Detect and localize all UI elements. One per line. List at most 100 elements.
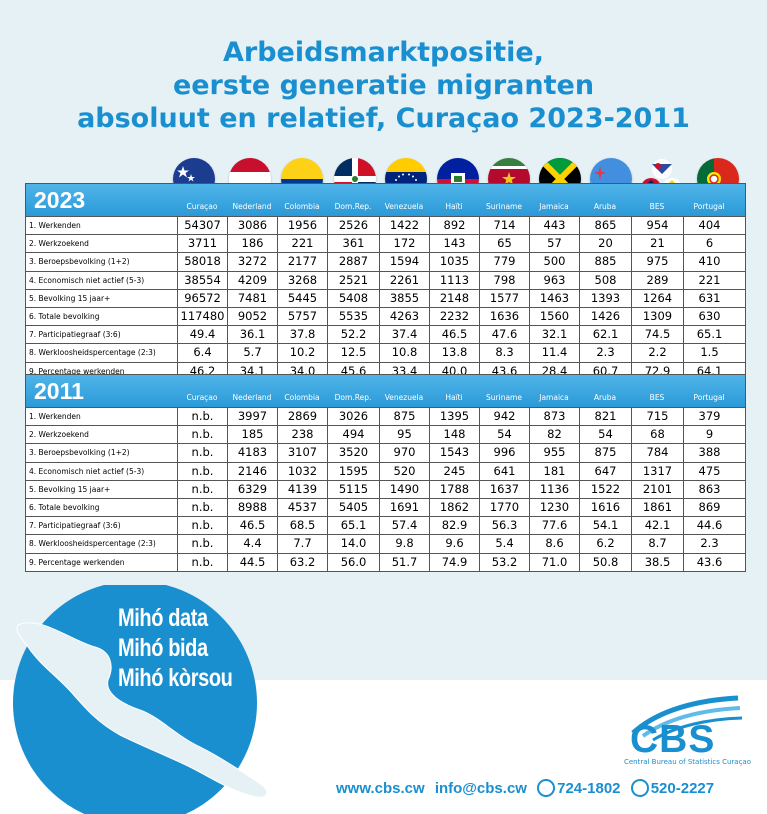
- table-cell: 1543: [429, 444, 479, 462]
- table-cell: n.b.: [177, 517, 227, 535]
- column-header: Suriname: [486, 202, 522, 211]
- column-header: Dom.Rep.: [334, 202, 372, 211]
- column-header: Nederland: [232, 202, 272, 211]
- table-cell: 65.1: [327, 517, 379, 535]
- table-cell: 379: [683, 408, 735, 426]
- table-cell: 1393: [579, 289, 631, 307]
- table-cell: 508: [579, 271, 631, 289]
- slogan-line-2: Mihó bida: [118, 634, 208, 662]
- column-header: Portugal: [693, 202, 725, 211]
- table-cell: 54: [579, 426, 631, 444]
- table-cell: 50.8: [579, 553, 631, 571]
- table-cell: 869: [683, 498, 735, 517]
- website-link[interactable]: www.cbs.cw: [336, 780, 425, 797]
- email-link[interactable]: info@cbs.cw: [434, 780, 527, 797]
- row-label: 4. Economisch niet actief (5-3): [29, 466, 145, 476]
- table-cell: 12.5: [327, 344, 379, 362]
- table-cell: n.b.: [177, 535, 227, 553]
- table-cell: 3272: [227, 253, 277, 271]
- table-cell: 975: [631, 253, 683, 271]
- table-year: 2023: [34, 187, 86, 213]
- column-header: Jamaica: [539, 393, 569, 402]
- table-cell: 3026: [327, 408, 379, 426]
- table-cell: 117480: [177, 307, 227, 326]
- table-cell: n.b.: [177, 480, 227, 498]
- whatsapp-icon: [630, 779, 649, 798]
- table-cell: 71.0: [529, 553, 579, 571]
- table-cell: 1577: [479, 289, 529, 307]
- table-cell: 36.1: [227, 326, 277, 344]
- table-cell: 3107: [277, 444, 327, 462]
- table-cell: 62.1: [579, 326, 631, 344]
- table-cell: 500: [529, 253, 579, 271]
- table-cell: 21: [631, 235, 683, 253]
- table-cell: 5405: [327, 498, 379, 517]
- table-row: 5. Bevolking 15 jaar+ n.b. 6329 4139 5115 149…: [26, 479, 745, 498]
- table-cell: 1490: [379, 480, 429, 498]
- table-cell: 520: [379, 462, 429, 480]
- table-cell: 54.1: [579, 517, 631, 535]
- table-cell: 714: [479, 217, 529, 235]
- table-cell: 630: [683, 307, 735, 326]
- table-row: 2. Werkzoekend n.b. 185 238 494 95 148 54 82 54 68…: [26, 425, 745, 444]
- table-cell: 43.6: [683, 553, 735, 571]
- column-header: Colombia: [284, 202, 320, 211]
- table-cell: 10.8: [379, 344, 429, 362]
- table-row: 9. Percentage werkenden n.b. 44.5 63.2 56.0 5…: [26, 552, 745, 571]
- row-label: 5. Bevolking 15 jaar+: [29, 293, 111, 303]
- table-cell: 388: [683, 444, 735, 462]
- table-cell: 873: [529, 408, 579, 426]
- table-cell: 51.7: [379, 553, 429, 571]
- table-cell: 32.1: [529, 326, 579, 344]
- table-cell: 2887: [327, 253, 379, 271]
- table-cell: 1317: [631, 462, 683, 480]
- phone-2[interactable]: 520-2227: [630, 779, 714, 798]
- table-cell: 1.5: [683, 344, 735, 362]
- table-cell: 82: [529, 426, 579, 444]
- table-cell: 865: [579, 217, 631, 235]
- table-cell: 2869: [277, 408, 327, 426]
- table-cell: 784: [631, 444, 683, 462]
- table-cell: 221: [683, 271, 735, 289]
- table-cell: 410: [683, 253, 735, 271]
- table-cell: 37.4: [379, 326, 429, 344]
- table-cell: 1788: [429, 480, 479, 498]
- table-cell: 715: [631, 408, 683, 426]
- table-cell: 1422: [379, 217, 429, 235]
- table-row: 4. Economisch niet actief (5-3) 38554 4209…: [26, 270, 745, 289]
- table-cell: 2521: [327, 271, 379, 289]
- table-cell: 181: [529, 462, 579, 480]
- table-cell: 8988: [227, 498, 277, 517]
- table-cell: 5408: [327, 289, 379, 307]
- table-cell: 1309: [631, 307, 683, 326]
- table-cell: 46.5: [227, 517, 277, 535]
- table-cell: 54307: [177, 217, 227, 235]
- phone-1[interactable]: 724-1802: [537, 779, 621, 798]
- cbs-logo-text: CBS: [630, 718, 716, 761]
- table-row: 1. Werkenden n.b. 3997 2869 3026 875 1395 942 87…: [26, 407, 745, 426]
- table-cell: 3855: [379, 289, 429, 307]
- table-cell: 443: [529, 217, 579, 235]
- column-header: Portugal: [693, 393, 725, 402]
- table-year: 2011: [34, 378, 84, 404]
- column-header: BES: [649, 202, 665, 211]
- table-cell: 885: [579, 253, 631, 271]
- table-cell: 289: [631, 271, 683, 289]
- table-row: 7. Participatiegraaf (3:6) 49.4 36.1 37.8 52…: [26, 325, 745, 344]
- table-cell: 1595: [327, 462, 379, 480]
- contact-bar: www.cbs.cw info@cbs.cw 724-1802 520-2227: [336, 779, 720, 798]
- phone-icon: [537, 779, 556, 798]
- column-header: Colombia: [284, 393, 320, 402]
- title-line-3: absoluut en relatief, Curaçao 2023-2011: [77, 103, 690, 134]
- table-cell: 404: [683, 217, 735, 235]
- table-cell: 9.6: [429, 535, 479, 553]
- table-cell: n.b.: [177, 426, 227, 444]
- table-cell: n.b.: [177, 462, 227, 480]
- table-cell: 2177: [277, 253, 327, 271]
- slogan-line-3: Mihó kòrsou: [118, 664, 233, 692]
- row-label: 8. Werkloosheidspercentage (2:3): [29, 539, 156, 549]
- column-header: Dom.Rep.: [334, 393, 372, 402]
- table-cell: 1136: [529, 480, 579, 498]
- table-cell: 875: [579, 444, 631, 462]
- table-cell: 42.1: [631, 517, 683, 535]
